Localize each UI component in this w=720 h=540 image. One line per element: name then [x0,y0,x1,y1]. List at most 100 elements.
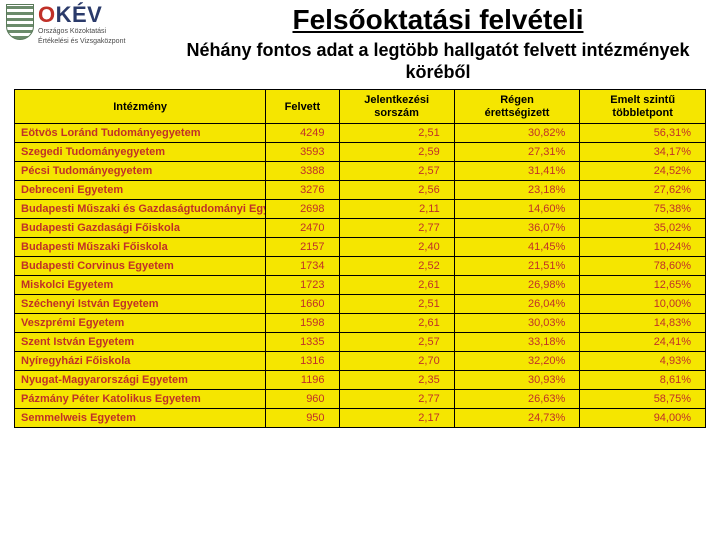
brand-sub2: Értékelési és Vizsgaközpont [38,38,125,46]
cell-institution: Semmelweis Egyetem [15,409,266,428]
table-row: Eötvös Loránd Tudományegyetem42492,5130,… [15,124,706,143]
cell-value: 14,60% [454,200,580,219]
table-row: Nyíregyházi Főiskola13162,7032,20%4,93% [15,352,706,371]
cell-value: 34,17% [580,143,706,162]
cell-value: 2,61 [339,314,454,333]
col-header: Felvett [266,90,339,124]
cell-value: 3388 [266,162,339,181]
logo-block: OKÉV Országos Közoktatási Értékelési és … [6,4,156,45]
cell-value: 2,61 [339,276,454,295]
cell-institution: Budapesti Műszaki és Gazdaságtudományi E… [15,200,266,219]
cell-value: 31,41% [454,162,580,181]
cell-value: 12,65% [580,276,706,295]
cell-value: 2698 [266,200,339,219]
cell-value: 960 [266,390,339,409]
cell-value: 1598 [266,314,339,333]
cell-value: 24,73% [454,409,580,428]
cell-value: 2,40 [339,238,454,257]
cell-value: 27,31% [454,143,580,162]
cell-institution: Nyíregyházi Főiskola [15,352,266,371]
cell-value: 30,82% [454,124,580,143]
table-header-row: IntézményFelvettJelentkezésisorszámRégen… [15,90,706,124]
cell-value: 2,52 [339,257,454,276]
cell-value: 1660 [266,295,339,314]
cell-institution: Szent István Egyetem [15,333,266,352]
cell-value: 2,17 [339,409,454,428]
cell-institution: Pécsi Tudományegyetem [15,162,266,181]
cell-value: 56,31% [580,124,706,143]
cell-value: 26,04% [454,295,580,314]
cell-value: 2,77 [339,219,454,238]
cell-value: 2,77 [339,390,454,409]
cell-value: 2,51 [339,124,454,143]
table-row: Széchenyi István Egyetem16602,5126,04%10… [15,295,706,314]
table-row: Veszprémi Egyetem15982,6130,03%14,83% [15,314,706,333]
page-subtitle: Néhány fontos adat a legtöbb hallgatót f… [156,40,720,83]
table-row: Miskolci Egyetem17232,6126,98%12,65% [15,276,706,295]
cell-value: 14,83% [580,314,706,333]
table-body: Eötvös Loránd Tudományegyetem42492,5130,… [15,124,706,428]
brand-name: OKÉV [38,4,125,26]
data-table: IntézményFelvettJelentkezésisorszámRégen… [14,89,706,428]
cell-value: 4249 [266,124,339,143]
cell-value: 2,51 [339,295,454,314]
cell-value: 21,51% [454,257,580,276]
logo-text: OKÉV Országos Közoktatási Értékelési és … [38,4,125,45]
cell-value: 94,00% [580,409,706,428]
cell-institution: Miskolci Egyetem [15,276,266,295]
cell-institution: Széchenyi István Egyetem [15,295,266,314]
cell-value: 1316 [266,352,339,371]
cell-institution: Veszprémi Egyetem [15,314,266,333]
cell-value: 35,02% [580,219,706,238]
cell-value: 3276 [266,181,339,200]
cell-value: 2,57 [339,333,454,352]
cell-value: 41,45% [454,238,580,257]
cell-value: 36,07% [454,219,580,238]
crest-icon [6,4,34,40]
cell-value: 10,00% [580,295,706,314]
cell-value: 2,59 [339,143,454,162]
cell-value: 30,93% [454,371,580,390]
table-row: Budapesti Műszaki Főiskola21572,4041,45%… [15,238,706,257]
table-container: IntézményFelvettJelentkezésisorszámRégen… [0,83,720,428]
cell-value: 78,60% [580,257,706,276]
table-row: Nyugat-Magyarországi Egyetem11962,3530,9… [15,371,706,390]
table-row: Semmelweis Egyetem9502,1724,73%94,00% [15,409,706,428]
cell-value: 1723 [266,276,339,295]
table-row: Budapesti Gazdasági Főiskola24702,7736,0… [15,219,706,238]
cell-value: 32,20% [454,352,580,371]
cell-value: 26,63% [454,390,580,409]
cell-value: 8,61% [580,371,706,390]
cell-institution: Budapesti Corvinus Egyetem [15,257,266,276]
table-row: Pécsi Tudományegyetem33882,5731,41%24,52… [15,162,706,181]
cell-value: 75,38% [580,200,706,219]
table-row: Debreceni Egyetem32762,5623,18%27,62% [15,181,706,200]
col-header: Emelt szintűtöbbletpont [580,90,706,124]
cell-value: 24,52% [580,162,706,181]
cell-value: 4,93% [580,352,706,371]
col-header: Jelentkezésisorszám [339,90,454,124]
table-row: Szegedi Tudományegyetem35932,5927,31%34,… [15,143,706,162]
cell-value: 2,56 [339,181,454,200]
cell-value: 1196 [266,371,339,390]
cell-institution: Budapesti Műszaki Főiskola [15,238,266,257]
cell-value: 2470 [266,219,339,238]
cell-value: 2,70 [339,352,454,371]
cell-value: 3593 [266,143,339,162]
cell-institution: Pázmány Péter Katolikus Egyetem [15,390,266,409]
header: OKÉV Országos Közoktatási Értékelési és … [0,0,720,83]
titles: Felsőoktatási felvételi Néhány fontos ad… [156,4,720,83]
brand-rest: KÉV [56,2,103,27]
cell-value: 2,11 [339,200,454,219]
cell-value: 2,35 [339,371,454,390]
cell-value: 1734 [266,257,339,276]
col-header: Intézmény [15,90,266,124]
cell-institution: Nyugat-Magyarországi Egyetem [15,371,266,390]
cell-value: 2,57 [339,162,454,181]
table-row: Budapesti Műszaki és Gazdaságtudományi E… [15,200,706,219]
col-header: Régenérettségizett [454,90,580,124]
cell-value: 26,98% [454,276,580,295]
cell-value: 27,62% [580,181,706,200]
cell-institution: Debreceni Egyetem [15,181,266,200]
page-title: Felsőoktatási felvételi [156,4,720,36]
